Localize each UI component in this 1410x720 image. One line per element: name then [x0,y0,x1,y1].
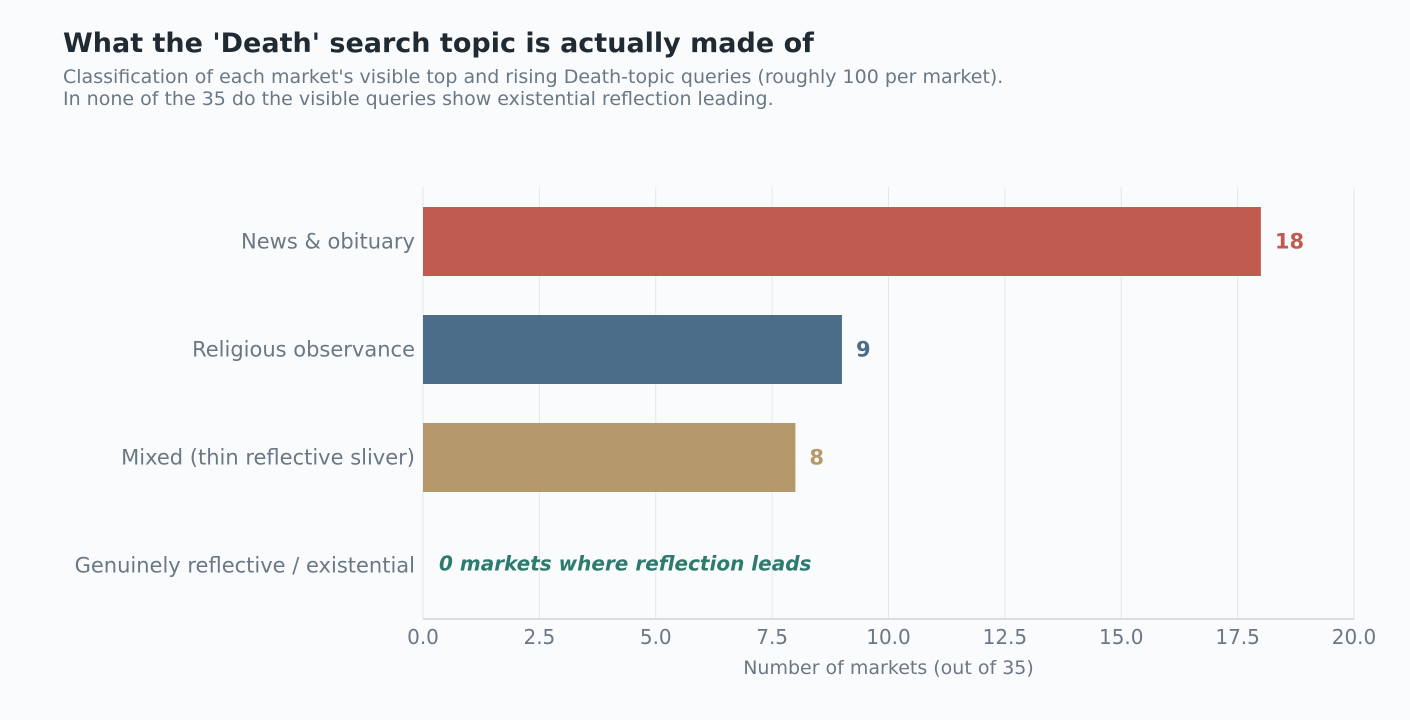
x-axis-title: Number of markets (out of 35) [743,657,1034,679]
bars [423,207,1261,492]
x-tick-label: 20.0 [1332,625,1377,649]
bar [423,423,796,492]
subtitle-line-1: Classification of each market's visible … [63,66,1004,88]
category-label: Mixed (thin reflective sliver) [121,446,415,470]
value-label: 18 [1275,230,1304,254]
x-axis: 0.0 2.5 5.0 7.5 10.0 12.5 15.0 17.5 20.0 Number o… [407,618,1377,679]
x-tick-label: 0.0 [407,625,439,649]
category-label: Religious observance [192,338,415,362]
bar [423,315,842,384]
category-label: News & obituary [241,230,415,254]
x-tick-label: 12.5 [983,625,1028,649]
value-label: 8 [809,446,824,470]
value-label: 9 [856,338,871,362]
chart-subtitle: Classification of each market's visible … [63,66,1003,110]
x-tick-label: 15.0 [1099,625,1144,649]
x-tick-label: 17.5 [1215,625,1260,649]
x-tick-label: 7.5 [756,625,788,649]
labels: News & obituary 18 Religious observance 9 Mi… [75,230,1305,578]
category-label: Genuinely reflective / existential [75,554,415,578]
x-tick-label: 5.0 [640,625,672,649]
chart-title: What the 'Death' search topic is actuall… [63,28,814,59]
x-tick-label: 2.5 [523,625,555,649]
subtitle-line-2: In none of the 35 do the visible queries… [63,88,774,110]
x-tick-label: 10.0 [866,625,911,649]
annotation: 0 markets where reflection leads [439,552,812,576]
bar [423,207,1261,276]
